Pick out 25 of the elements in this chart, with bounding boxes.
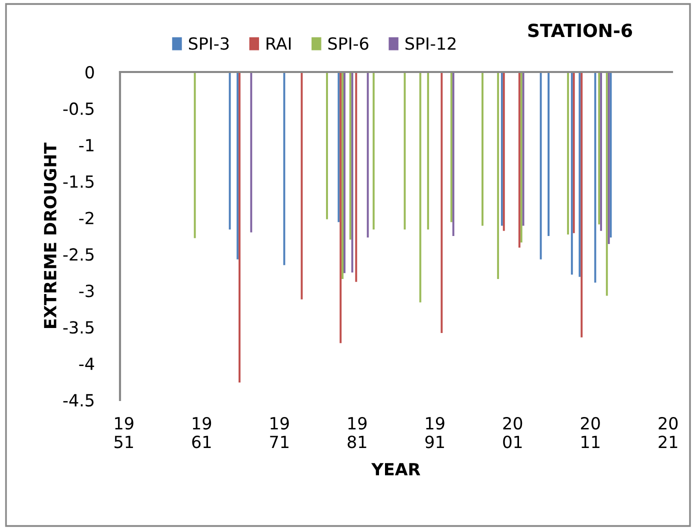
x-tick-label: 19 61: [192, 416, 212, 448]
y-tick-label: 0: [85, 66, 94, 79]
y-tick-label: -1.5: [63, 176, 94, 188]
y-tick-label: -0.5: [63, 102, 94, 116]
x-tick-label: 19 81: [348, 416, 367, 448]
y-tick-label: -4.5: [63, 394, 94, 407]
x-tick-label: 19 71: [270, 416, 289, 448]
legend-label: SPI-6: [328, 37, 368, 50]
y-tick-label: -4: [79, 358, 94, 370]
chart-title: STATION-6: [528, 24, 632, 38]
x-tick-label: 20 11: [580, 416, 600, 448]
x-tick-label: 20 21: [658, 416, 678, 448]
y-tick-label: -1: [79, 139, 94, 152]
legend-label: SPI-12: [405, 37, 456, 50]
x-axis-title: YEAR: [371, 463, 420, 476]
legend-label: SPI-3: [188, 37, 229, 50]
x-tick-label: 20 01: [503, 416, 522, 448]
y-tick-label: -3.5: [63, 321, 94, 334]
x-tick-label: 19 51: [114, 416, 134, 448]
x-tick-label: 19 91: [425, 416, 444, 448]
y-tick-label: -2: [79, 212, 94, 224]
y-tick-label: -2.5: [63, 248, 94, 261]
y-axis-title: EXTREME DROUGHT: [44, 142, 56, 328]
legend-label: RAI: [266, 37, 291, 50]
y-tick-label: -3: [79, 284, 94, 298]
